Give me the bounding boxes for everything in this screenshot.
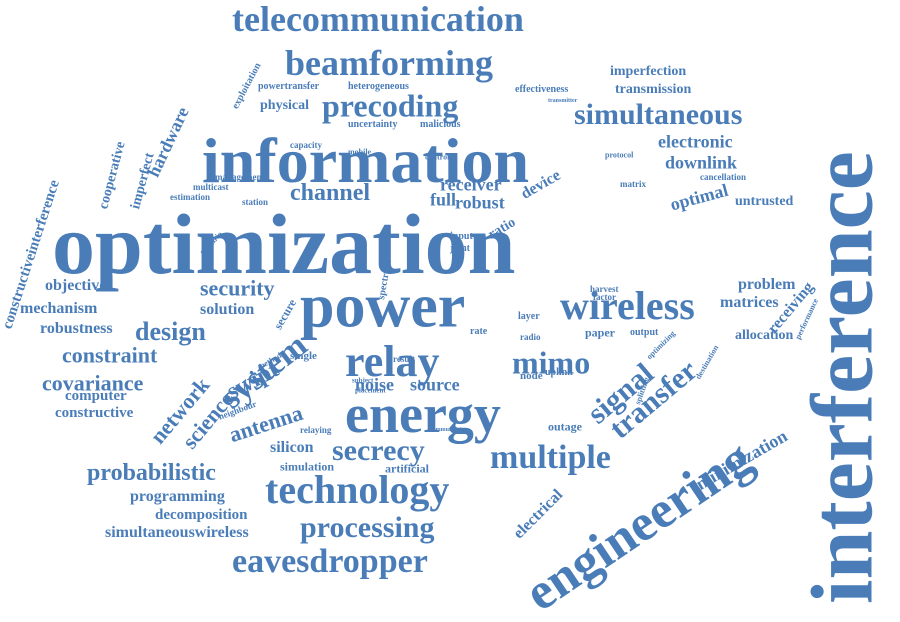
word-outage: outage: [548, 419, 582, 434]
word-wireless: wireless: [560, 283, 695, 328]
word-mimo: mimo: [512, 344, 591, 381]
word-cancellation: cancellation: [700, 171, 746, 182]
word-single: single: [290, 350, 317, 363]
word-optimization: optimization: [52, 196, 516, 293]
word-untrusted: untrusted: [735, 193, 794, 209]
word-estimation: estimation: [170, 191, 210, 202]
word-electronic: electronic: [658, 131, 733, 152]
word-uncertainty: uncertainty: [348, 119, 398, 130]
word-beamforming: beamforming: [285, 43, 493, 84]
word-matrix: matrix: [620, 178, 646, 189]
word-programming: programming: [130, 488, 225, 506]
word-communicate: communicate: [430, 427, 465, 434]
word-robust: robust: [455, 192, 505, 213]
word-mechanism: mechanism: [20, 300, 98, 318]
word-simulation: simulation: [280, 459, 335, 474]
word-rate: rate: [470, 326, 488, 337]
word-secrecy: secrecy: [332, 434, 425, 467]
word-paper: paper: [585, 325, 615, 340]
word-constraint: constraint: [62, 342, 158, 368]
word-multicast: multicast: [193, 181, 229, 192]
word-physical: physical: [260, 97, 310, 113]
word-electrical: electrical: [510, 486, 567, 543]
word-layer: layer: [518, 311, 540, 322]
word-power: power: [300, 272, 466, 341]
word-output: output: [630, 327, 659, 338]
word-heterogeneous: heterogeneous: [348, 81, 409, 92]
word-uplink: uplink: [545, 367, 573, 378]
word-simultaneouswireless: simultaneouswireless: [105, 524, 249, 542]
word-problem: problem: [738, 276, 796, 294]
word-robustness: robustness: [40, 320, 113, 338]
word-matrices: matrices: [720, 294, 779, 312]
word-powertransfer: powertransfer: [258, 81, 320, 92]
word-secure: secure: [270, 296, 300, 332]
word-technology: technology: [265, 467, 450, 512]
word-transmission: transmission: [615, 81, 692, 97]
word-relay: relay: [345, 336, 440, 386]
word-optimal: optimal: [668, 179, 731, 215]
word-receiver: receiver: [440, 174, 502, 195]
word-decomposition: decomposition: [155, 507, 248, 523]
word-objective: objective: [45, 277, 107, 295]
word-constructive: constructive: [55, 405, 134, 421]
word-input: input: [450, 231, 473, 242]
word-noise: noise: [355, 374, 395, 395]
word-malicious: malicious: [420, 119, 461, 130]
word-radio: radio: [520, 331, 541, 342]
word-computer: computer: [65, 388, 127, 404]
word-interference: interference: [794, 151, 892, 604]
word-transmitter: transmitter: [548, 98, 578, 105]
word-harvest: harvest: [590, 283, 619, 294]
word-source: source: [410, 374, 460, 395]
word-solution: solution: [200, 301, 255, 319]
word-channel: channel: [290, 179, 371, 206]
word-station: station: [242, 196, 269, 207]
word-processing: processing: [300, 511, 435, 544]
word-telecommunication: telecommunication: [232, 0, 524, 40]
word-design: design: [135, 317, 206, 347]
word-node: node: [520, 370, 543, 383]
word-subject: subject: [352, 376, 374, 385]
word-factor: factor: [593, 291, 616, 302]
word-control: control: [425, 152, 450, 162]
word-capacity: capacity: [290, 139, 322, 150]
word-imperfection: imperfection: [610, 63, 687, 79]
word-effectiveness: effectiveness: [515, 84, 569, 95]
word-protocol: protocol: [605, 150, 634, 160]
word-multiple: multiple: [490, 438, 611, 476]
word-result: result: [393, 353, 415, 364]
word-destination: destination: [693, 343, 721, 381]
word-covariance: covariance: [42, 370, 144, 396]
word-information: information: [202, 124, 530, 196]
word-eavesdropper: eavesdropper: [232, 542, 428, 580]
word-downlink: downlink: [665, 152, 738, 173]
word-artificial: artificial: [385, 461, 429, 476]
word-joint: joint: [450, 243, 470, 254]
word-placement: placement: [355, 386, 386, 395]
word-full: full: [430, 189, 457, 210]
word-management: management: [215, 171, 265, 182]
word-probabilistic: probabilistic: [87, 459, 216, 486]
word-security: security: [200, 275, 275, 301]
word-precoding: precoding: [322, 87, 459, 124]
word-simultaneous: simultaneous: [574, 98, 743, 131]
word-relaying: relaying: [300, 424, 332, 435]
word-allocation: allocation: [735, 327, 794, 343]
word-silicon: silicon: [270, 439, 314, 457]
word-energy: energy: [345, 383, 501, 444]
word-mobile: mobile: [348, 147, 372, 157]
